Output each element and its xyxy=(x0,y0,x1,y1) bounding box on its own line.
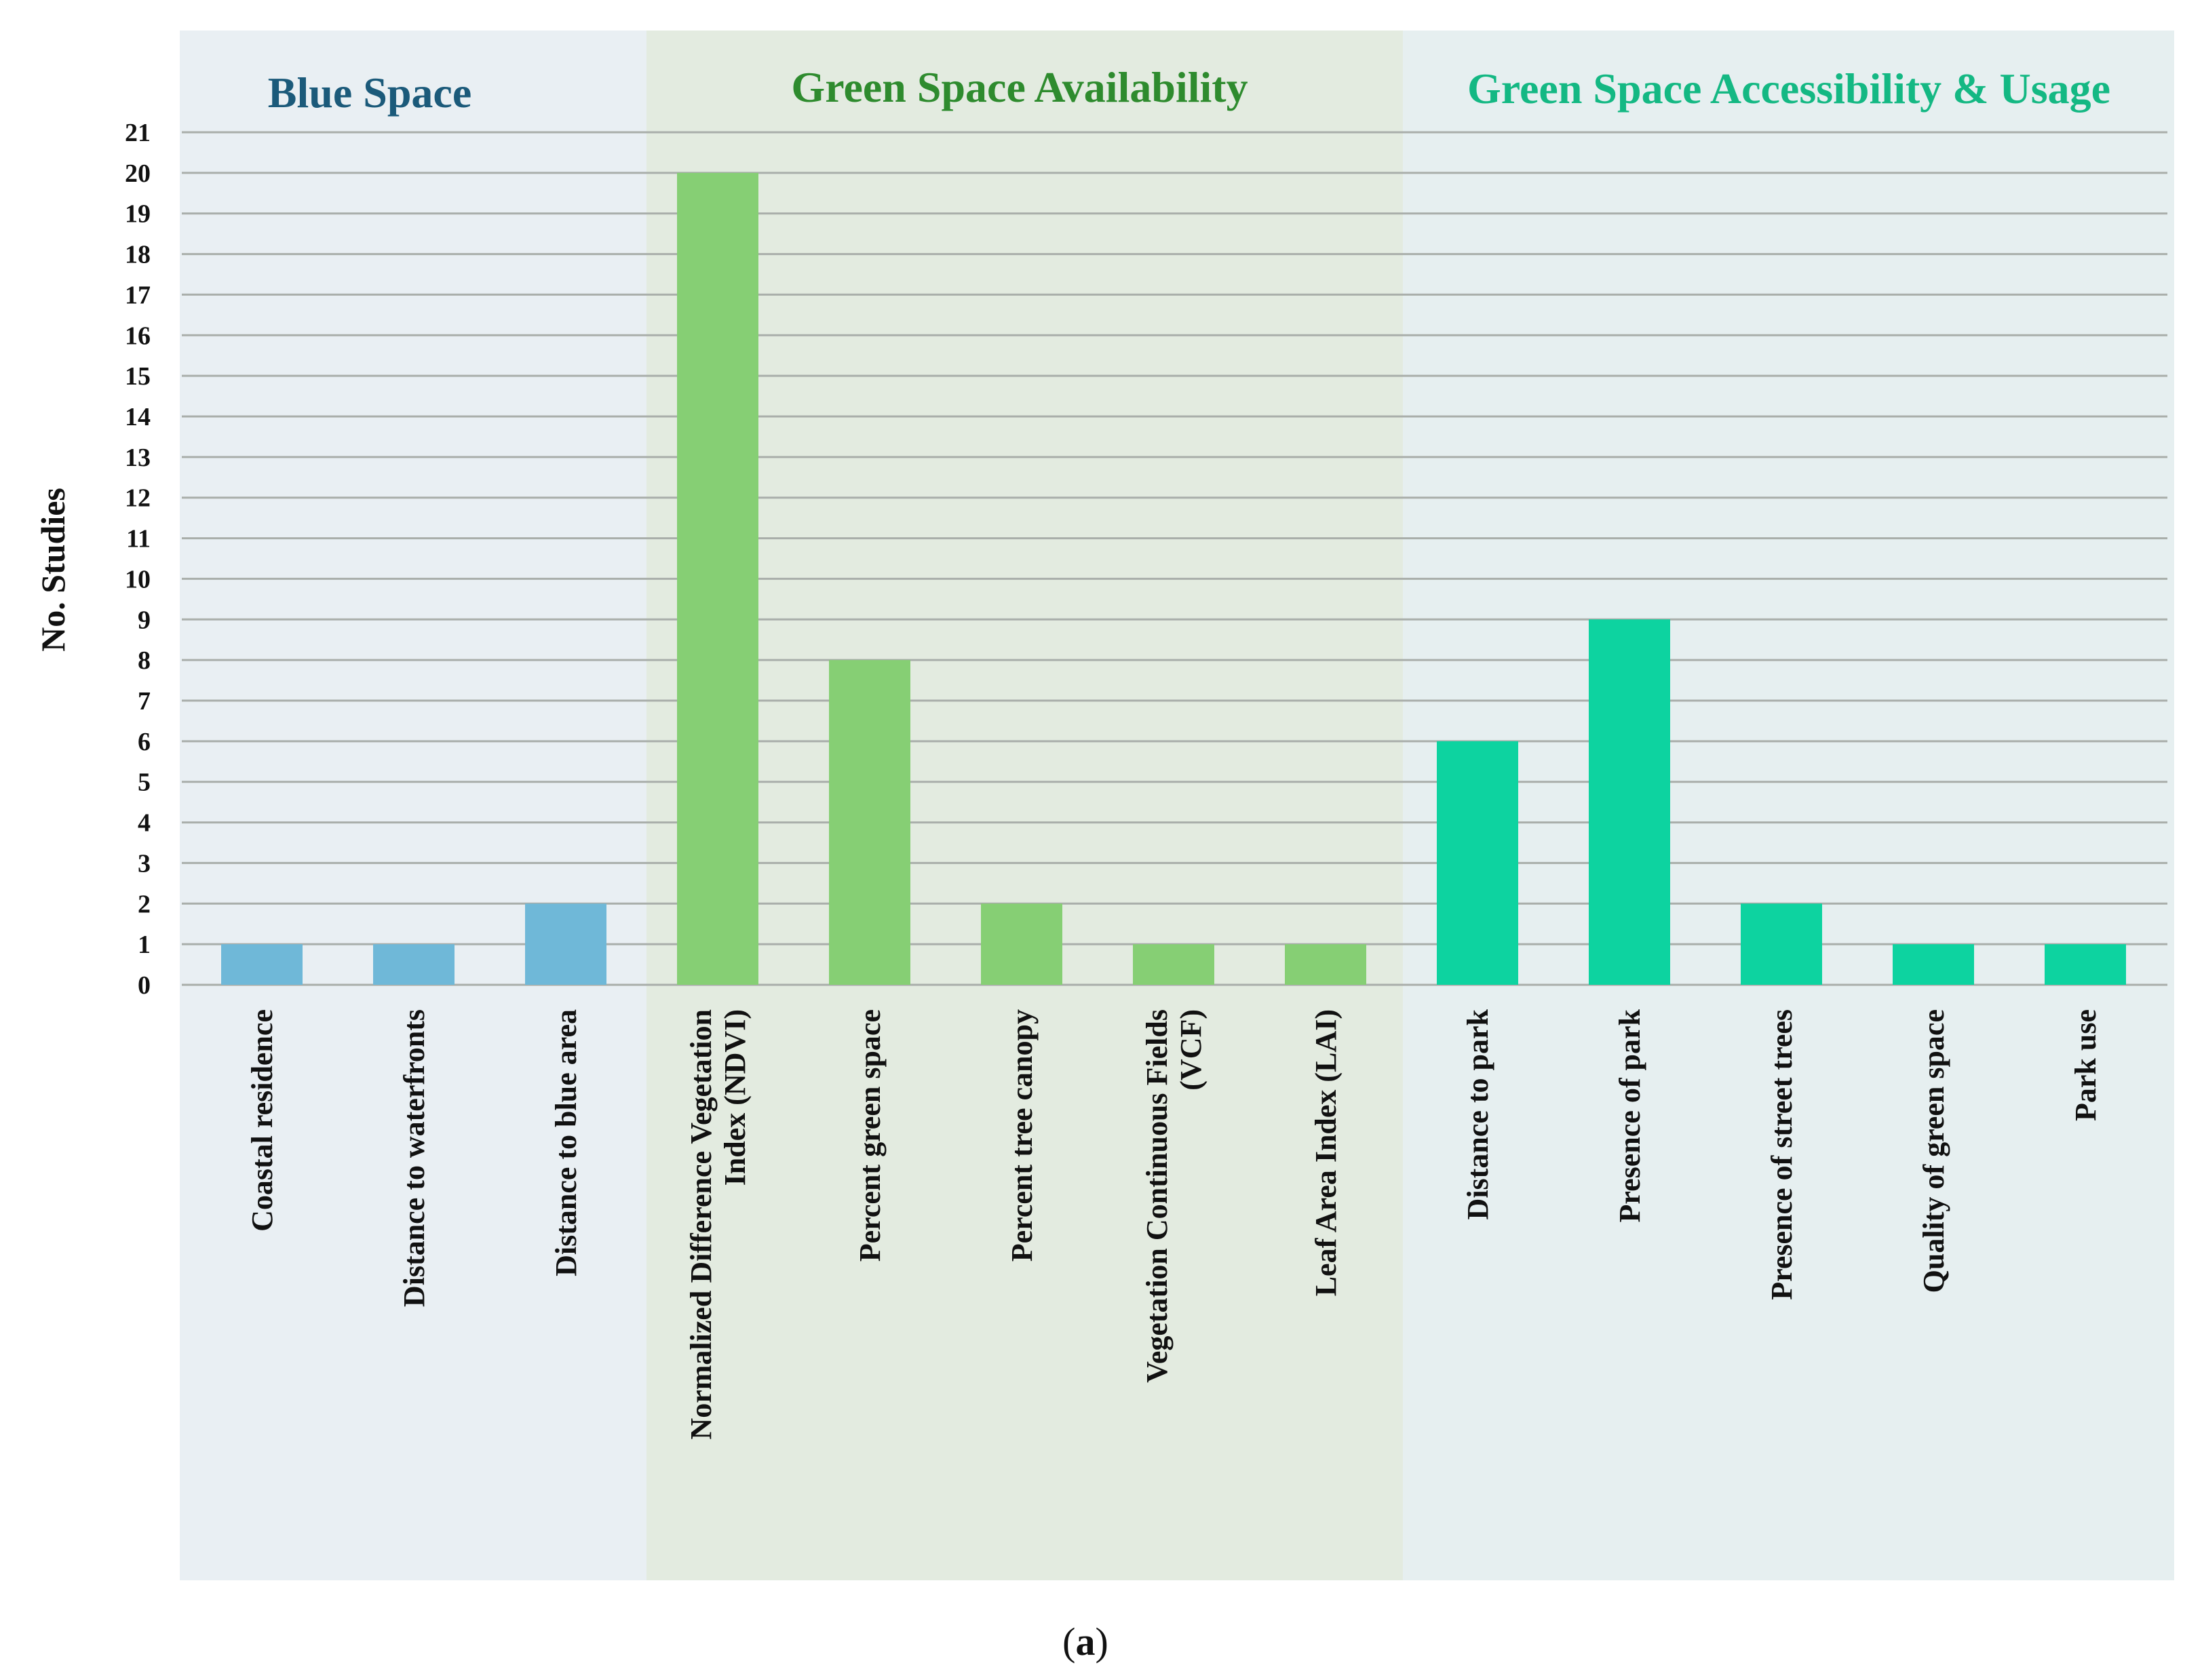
y-tick-label: 2 xyxy=(138,890,151,918)
x-tick-label: Vegetation Continuous Fields xyxy=(1140,1009,1174,1383)
group-title: Green Space Availability xyxy=(791,63,1248,111)
x-tick-label: Distance to blue area xyxy=(549,1009,583,1276)
bar xyxy=(1437,741,1518,985)
group-title: Green Space Accessibility & Usage xyxy=(1467,64,2110,113)
bar xyxy=(1589,619,1670,985)
y-tick-label: 3 xyxy=(138,849,151,878)
x-tick-label: Park use xyxy=(2069,1009,2102,1121)
bar xyxy=(829,660,910,985)
y-tick-label: 7 xyxy=(138,687,151,716)
panel-0 xyxy=(180,31,646,1580)
x-tick-label: Index (NDVI) xyxy=(718,1009,752,1186)
y-tick-label: 21 xyxy=(125,119,151,147)
x-tick-label: Leaf Area Index (LAI) xyxy=(1309,1009,1343,1296)
bar xyxy=(1741,903,1822,985)
y-tick-label: 10 xyxy=(125,565,151,593)
x-tick-label: (VCF) xyxy=(1174,1009,1208,1091)
y-tick-label: 11 xyxy=(126,525,151,553)
y-tick-label: 1 xyxy=(138,931,151,959)
y-tick-label: 15 xyxy=(125,362,151,391)
y-tick-label: 13 xyxy=(125,444,151,472)
x-tick-label: Presence of park xyxy=(1613,1009,1646,1222)
bar xyxy=(1133,944,1214,985)
panel-1 xyxy=(646,31,1403,1580)
y-tick-label: 19 xyxy=(125,200,151,229)
y-tick-label: 12 xyxy=(125,484,151,513)
group-titles: Blue Space Green Space Availability Green … xyxy=(268,63,2110,117)
y-tick-label: 17 xyxy=(125,281,151,309)
figure-caption: (a) xyxy=(1062,1620,1108,1664)
y-tick-label: 8 xyxy=(138,646,151,675)
panel-2 xyxy=(1403,31,2174,1580)
x-tick-label: Normalized Difference Vegetation xyxy=(684,1009,718,1440)
y-tick-label: 18 xyxy=(125,241,151,269)
caption-open: ( xyxy=(1062,1620,1075,1664)
bar xyxy=(525,903,606,985)
bar xyxy=(373,944,455,985)
bar xyxy=(1285,944,1366,985)
x-tick-label: Presence of street trees xyxy=(1765,1009,1798,1300)
gridlines xyxy=(182,131,2167,986)
bar xyxy=(221,944,303,985)
y-tick-label: 20 xyxy=(125,159,151,188)
bar xyxy=(2045,944,2126,985)
y-tick-label: 4 xyxy=(138,809,151,838)
x-tick-label: Distance to park xyxy=(1461,1009,1494,1219)
x-tick-label: Percent green space xyxy=(853,1009,887,1262)
y-tick-label: 14 xyxy=(125,403,151,431)
y-tick-label: 5 xyxy=(138,768,151,797)
y-axis-label: No. Studies xyxy=(34,488,72,652)
bars xyxy=(221,172,2126,985)
y-tick-label: 0 xyxy=(138,971,151,1000)
y-tick-label: 16 xyxy=(125,321,151,350)
caption-close: ) xyxy=(1096,1620,1108,1664)
bar xyxy=(677,172,758,985)
group-panels xyxy=(180,31,2174,1580)
x-tick-label: Coastal residence xyxy=(246,1009,279,1232)
bar xyxy=(1893,944,1974,985)
group-title: Blue Space xyxy=(268,69,471,117)
x-tick-label: Distance to waterfronts xyxy=(398,1009,431,1307)
y-tick-label: 6 xyxy=(138,728,151,756)
bar xyxy=(981,903,1062,985)
x-tick-label: Quality of green space xyxy=(1917,1009,1950,1293)
caption-letter: a xyxy=(1076,1620,1096,1664)
x-tick-label: Percent tree canopy xyxy=(1005,1009,1039,1262)
y-tick-label: 9 xyxy=(138,606,151,634)
x-axis-ticks: Coastal residence Distance to waterfronts… xyxy=(246,1009,2102,1439)
